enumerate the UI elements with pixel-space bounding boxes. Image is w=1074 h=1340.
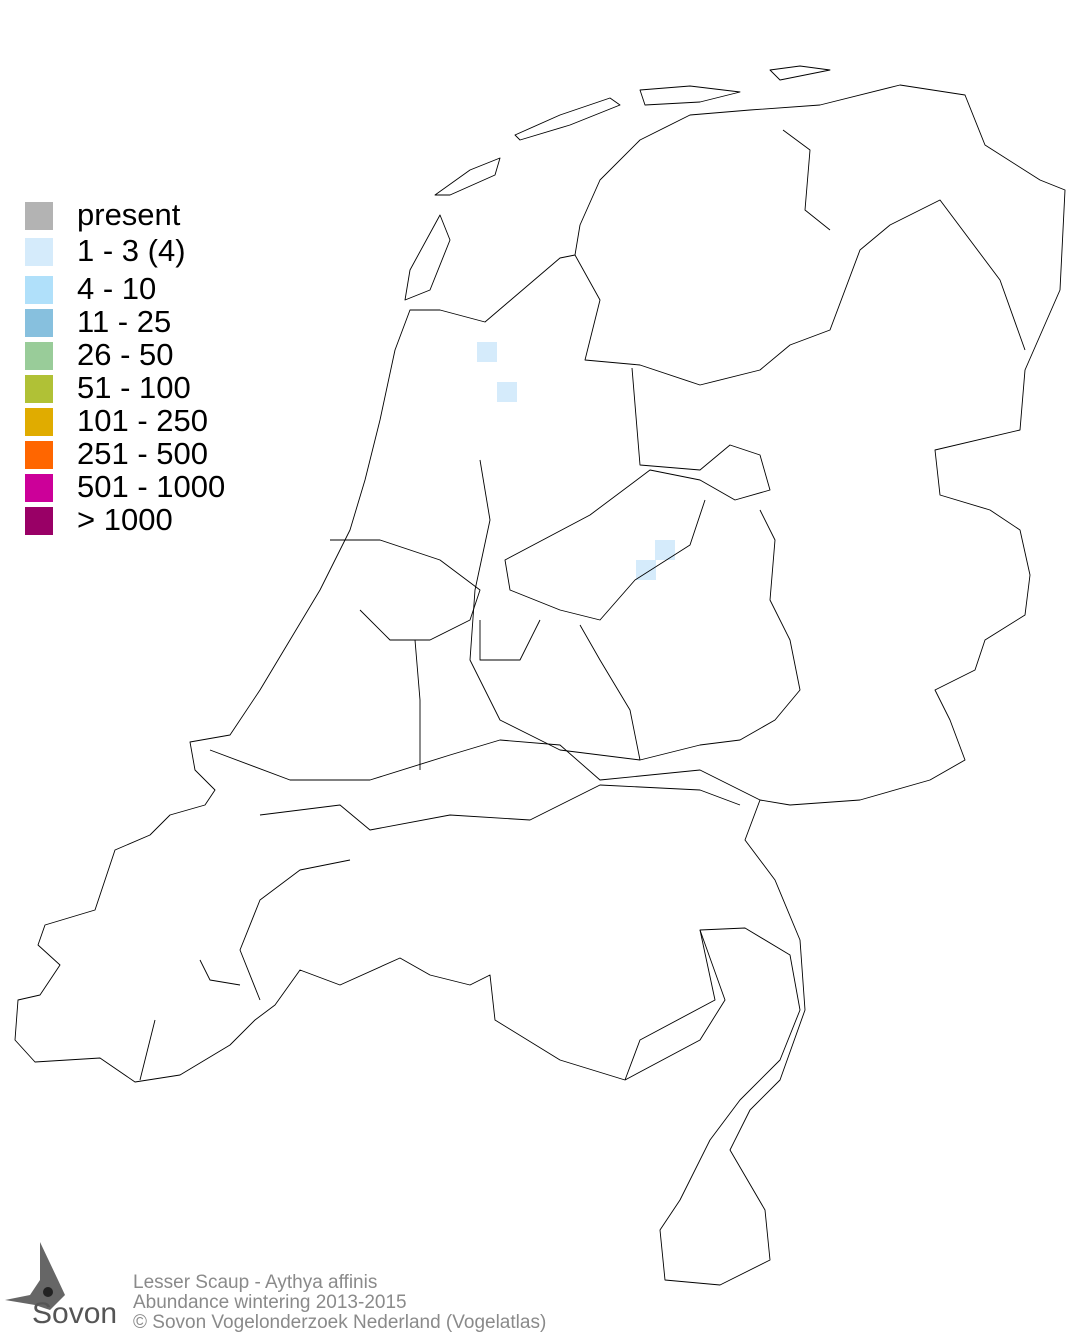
legend-swatch (25, 441, 53, 469)
legend-label: > 1000 (77, 502, 173, 537)
map-caption: Lesser Scaup - Aythya affinis Abundance … (133, 1273, 546, 1333)
abundance-cell (497, 382, 517, 402)
legend-swatch (25, 507, 53, 535)
legend-label: 251 - 500 (77, 436, 208, 471)
abundance-cell (636, 560, 656, 580)
legend-swatch (25, 408, 53, 436)
copyright: © Sovon Vogelonderzoek Nederland (Vogela… (133, 1312, 547, 1333)
legend-swatch (25, 375, 53, 403)
legend-swatch (25, 474, 53, 502)
legend-swatch (25, 238, 53, 266)
legend-swatch (25, 202, 53, 230)
legend-label: 101 - 250 (77, 403, 208, 438)
species-title: Lesser Scaup - Aythya affinis (133, 1272, 378, 1293)
legend-label: 11 - 25 (77, 304, 172, 339)
map-subtitle: Abundance wintering 2013-2015 (133, 1292, 407, 1313)
abundance-cell (655, 540, 675, 560)
legend-label: present (77, 197, 181, 232)
legend-label: 26 - 50 (77, 337, 174, 372)
legend-label: 4 - 10 (77, 271, 157, 306)
country-outline (14, 84, 1066, 1286)
legend-swatch (25, 309, 53, 337)
legend-swatch (25, 342, 53, 370)
legend-label: 501 - 1000 (77, 469, 226, 504)
logo-text: Sovon (32, 1297, 118, 1330)
sovon-swallow-logo (5, 1242, 65, 1310)
legend-label: 51 - 100 (77, 370, 191, 405)
abundance-cell (477, 342, 497, 362)
legend-label: 1 - 3 (4) (77, 233, 186, 268)
legend-swatch (25, 276, 53, 304)
